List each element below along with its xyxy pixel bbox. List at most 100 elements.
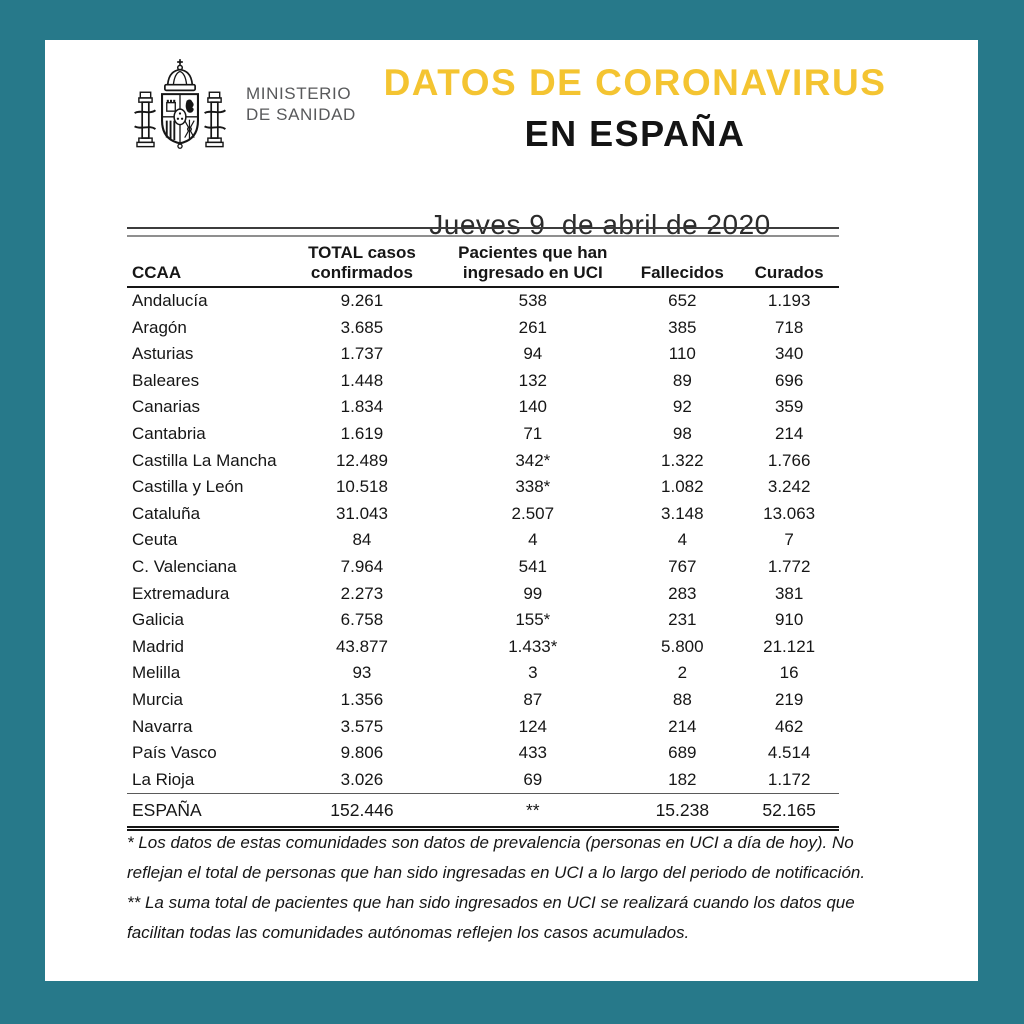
ccaa-cell: Navarra <box>132 716 193 736</box>
confirmed-cell: 9.261 <box>340 291 384 310</box>
table-row: Ceuta 84 4 4 7 <box>127 527 839 554</box>
column-header-label: CCAA <box>132 263 182 282</box>
cured-cell: 1.772 <box>767 556 811 576</box>
column-header-label: TOTAL casos <box>308 243 416 262</box>
ccaa-cell: Castilla y León <box>132 477 244 497</box>
deaths-cell: 767 <box>668 556 697 576</box>
ministry-name-line2: DE SANIDAD <box>246 105 356 125</box>
ccaa-cell: Ceuta <box>132 530 178 550</box>
uci-cell: 71 <box>523 423 543 443</box>
column-header-label: Curados <box>754 263 824 282</box>
uci-cell: 124 <box>518 716 547 736</box>
footnotes: * Los datos de estas comunidades son dat… <box>127 828 913 948</box>
uci-cell: 132 <box>518 370 547 390</box>
column-header-deaths: Fallecidos <box>625 236 740 288</box>
ccaa-cell: Castilla La Mancha <box>132 450 277 470</box>
ccaa-cell: País Vasco <box>132 743 217 763</box>
cured-cell: 340 <box>774 344 804 364</box>
table-row: País Vasco 9.806 433 689 4.514 <box>127 740 839 767</box>
page-subtitle: EN ESPAÑA <box>524 113 746 154</box>
ministry-name-line1: MINISTERIO <box>246 84 352 103</box>
total-uci-cell: ** <box>440 793 626 832</box>
ccaa-cell: Extremadura <box>132 583 230 603</box>
uci-cell: 4 <box>528 530 538 550</box>
uci-cell: 3 <box>528 663 538 683</box>
total-deaths-cell: 15.238 <box>625 793 740 832</box>
deaths-cell: 385 <box>668 317 697 337</box>
table-body: Andalucía 9.261 538 652 1.193 Aragón 3.6… <box>127 287 839 794</box>
confirmed-cell: 3.685 <box>340 317 384 337</box>
cured-cell: 1.193 <box>767 291 811 310</box>
confirmed-cell: 93 <box>352 663 372 683</box>
deaths-cell: 2 <box>677 663 688 683</box>
ccaa-cell: Asturias <box>132 344 194 364</box>
covid-data-table: CCAA TOTAL casos confirmados Pacientes q… <box>127 235 839 832</box>
table-row: Cataluña 31.043 2.507 3.148 13.063 <box>127 501 839 528</box>
deaths-cell: 5.800 <box>661 636 704 656</box>
ccaa-cell: Melilla <box>132 663 181 683</box>
deaths-cell: 1.082 <box>661 477 704 497</box>
cured-cell: 462 <box>774 716 804 736</box>
cured-cell: 3.242 <box>767 477 811 497</box>
cured-cell: 7 <box>784 530 794 550</box>
ccaa-cell: Murcia <box>132 689 184 709</box>
confirmed-cell: 3.575 <box>340 716 384 736</box>
deaths-cell: 1.322 <box>661 450 704 470</box>
uci-cell: 94 <box>523 344 543 364</box>
uci-cell: 538 <box>518 291 547 310</box>
uci-cell: 338* <box>515 477 551 497</box>
column-header-label: Fallecidos <box>640 263 724 282</box>
table-row: Melilla 93 3 2 16 <box>127 660 839 687</box>
confirmed-cell: 2.273 <box>340 583 384 603</box>
confirmed-cell: 3.026 <box>340 769 384 789</box>
cured-cell: 696 <box>774 370 804 390</box>
cured-cell: 359 <box>774 397 804 417</box>
uci-cell: 99 <box>523 583 543 603</box>
ccaa-cell: C. Valenciana <box>132 556 237 576</box>
column-header-label: confirmados <box>310 263 413 282</box>
table-row: Galicia 6.758 155* 231 910 <box>127 607 839 634</box>
deaths-cell: 214 <box>668 716 697 736</box>
table-row: Navarra 3.575 124 214 462 <box>127 714 839 741</box>
table-row: Cantabria 1.619 71 98 214 <box>127 421 839 448</box>
confirmed-cell: 10.518 <box>335 477 388 497</box>
uci-cell: 2.507 <box>511 503 555 523</box>
deaths-cell: 182 <box>668 769 697 789</box>
deaths-cell: 231 <box>668 610 697 630</box>
confirmed-cell: 1.619 <box>340 423 384 443</box>
total-ccaa-cell: ESPAÑA <box>127 793 284 832</box>
confirmed-cell: 84 <box>352 530 372 550</box>
cured-cell: 381 <box>774 583 804 603</box>
confirmed-cell: 31.043 <box>335 503 388 523</box>
uci-cell: 87 <box>523 689 543 709</box>
uci-cell: 433 <box>518 743 547 763</box>
uci-cell: 69 <box>523 769 543 789</box>
cured-cell: 718 <box>774 317 804 337</box>
confirmed-cell: 43.877 <box>335 636 388 656</box>
cured-cell: 1.172 <box>767 769 811 789</box>
table-row: Canarias 1.834 140 92 359 <box>127 394 839 421</box>
cured-cell: 910 <box>774 610 804 630</box>
deaths-cell: 283 <box>668 583 697 603</box>
table-row: Madrid 43.877 1.433* 5.800 21.121 <box>127 634 839 661</box>
confirmed-cell: 9.806 <box>340 743 384 763</box>
deaths-cell: 92 <box>672 397 692 417</box>
ccaa-cell: Cataluña <box>132 503 201 523</box>
ccaa-cell: Canarias <box>132 397 201 417</box>
infographic-card: MINISTERIO DE SANIDAD DATOS DE CORONAVIR… <box>45 40 978 981</box>
table-row: Baleares 1.448 132 89 696 <box>127 368 839 395</box>
ccaa-cell: Baleares <box>132 370 200 390</box>
table-row: Extremadura 2.273 99 283 381 <box>127 581 839 608</box>
deaths-cell: 98 <box>672 423 692 443</box>
footnote-uci-total: ** La suma total de pacientes que han si… <box>127 893 855 942</box>
confirmed-cell: 12.489 <box>335 450 388 470</box>
ministry-logo: MINISTERIO DE SANIDAD <box>128 56 356 172</box>
deaths-cell: 4 <box>677 530 688 550</box>
ccaa-cell: La Rioja <box>132 769 195 789</box>
column-header-uci: Pacientes que han ingresado en UCI <box>440 236 626 288</box>
confirmed-cell: 6.758 <box>340 610 384 630</box>
uci-cell: 541 <box>518 556 547 576</box>
deaths-cell: 652 <box>668 291 697 310</box>
deaths-cell: 689 <box>668 743 697 763</box>
